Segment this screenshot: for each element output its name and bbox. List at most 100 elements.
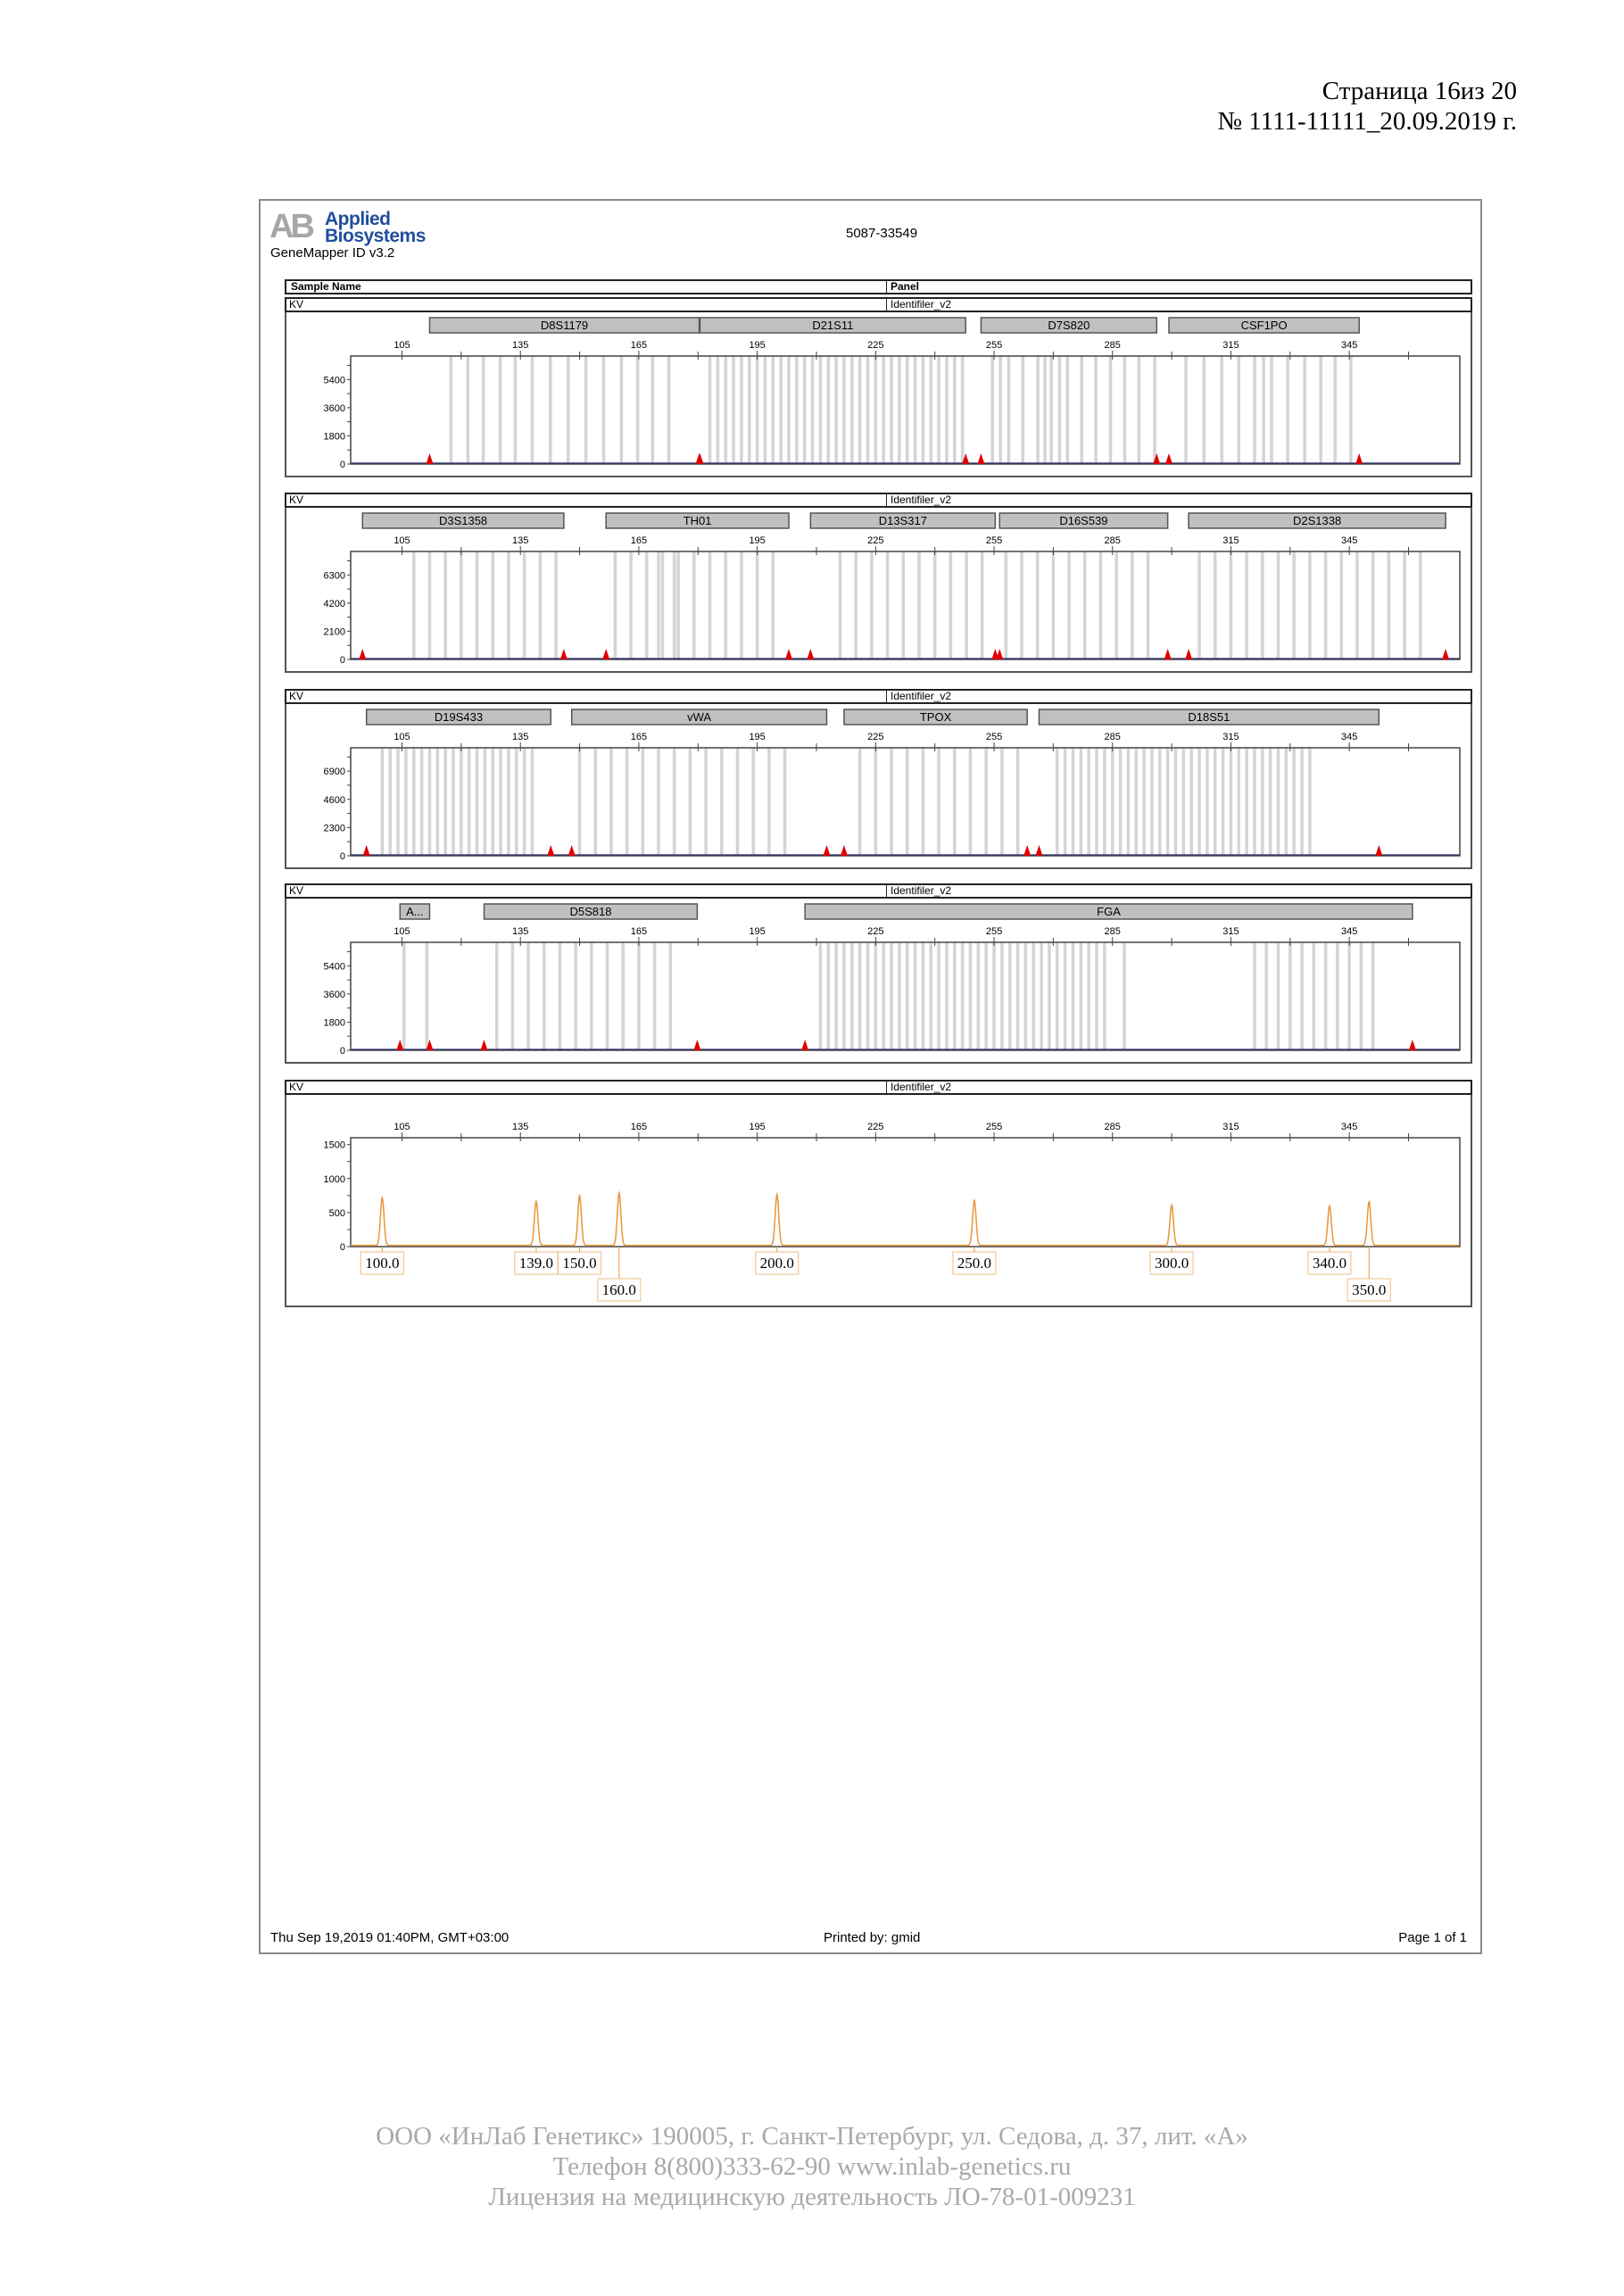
x-tick-label: 195	[749, 1122, 765, 1132]
x-tick-label: 195	[749, 926, 765, 937]
marker-label: vWA	[687, 710, 711, 724]
marker-d13s317-box[interactable]: D13S317	[809, 512, 997, 529]
panel-header: Panel	[886, 281, 919, 293]
marker-label: D2S1338	[1293, 514, 1341, 527]
sample-name: KV	[289, 298, 304, 311]
y-tick-label: 0	[340, 851, 345, 862]
x-tick-label: 105	[394, 1122, 410, 1132]
marker-d7s820-box[interactable]: D7S820	[980, 317, 1158, 334]
y-tick-label: 4200	[324, 599, 345, 609]
peak-label-box[interactable]	[1346, 1278, 1391, 1302]
x-tick-label: 255	[986, 535, 1002, 546]
marker-edge-flag	[696, 453, 704, 464]
marker-label: D21S11	[812, 319, 853, 332]
marker-d8s1179-box[interactable]: D8S1179	[428, 317, 700, 334]
x-tick-label: 315	[1222, 340, 1239, 351]
marker-tpox-box[interactable]: TPOX	[843, 709, 1028, 725]
x-tick-label: 135	[512, 926, 528, 937]
y-tick-label: 3600	[324, 990, 345, 1000]
peak-label-box[interactable]	[557, 1251, 602, 1275]
x-tick-label: 315	[1222, 535, 1239, 546]
panel-name: Identifiler_v2	[886, 885, 951, 897]
marker-edge-flag	[362, 845, 370, 856]
marker-fga-box[interactable]: FGA	[804, 903, 1413, 920]
marker-edge-flag	[977, 453, 985, 464]
x-tick-label: 105	[394, 732, 410, 742]
marker-edge-flag	[426, 1040, 434, 1050]
peak-size-label: 300.0	[1155, 1255, 1189, 1272]
marker-label: TPOX	[920, 710, 952, 724]
marker-label: D5S818	[569, 905, 611, 918]
x-tick-label: 285	[1105, 732, 1121, 742]
software-version: GeneMapper ID v3.2	[270, 245, 395, 261]
marker-d3s1358-box[interactable]: D3S1358	[361, 512, 565, 529]
sample-name: KV	[289, 493, 304, 506]
marker-edge-flag	[1355, 453, 1363, 464]
marker-d19s433-box[interactable]: D19S433	[365, 709, 552, 725]
marker-vwa-box[interactable]: vWA	[570, 709, 828, 725]
marker-d5s818-box[interactable]: D5S818	[483, 903, 699, 920]
x-tick-label: 225	[867, 1122, 883, 1132]
x-tick-label: 165	[631, 926, 647, 937]
panel-name: Identifiler_v2	[886, 691, 951, 702]
marker-edge-flag	[559, 649, 568, 659]
peak-label-box[interactable]	[597, 1278, 642, 1302]
marker-d21s11-box[interactable]: D21S11	[699, 317, 966, 334]
x-tick-label: 195	[749, 732, 765, 742]
marker-csf1po-box[interactable]: CSF1PO	[1168, 317, 1360, 334]
marker-th01-box[interactable]: TH01	[605, 512, 790, 529]
peak-label-box[interactable]	[1307, 1251, 1352, 1275]
peak-label-box[interactable]	[952, 1251, 997, 1275]
electropherogram-chart: D8S1179 D21S11 D7S820 CSF1PO 105 135 165 195 225…	[324, 317, 1461, 470]
y-tick-label: 0	[340, 1046, 345, 1057]
electropherogram-chart: 105 135 165 195 225 255 285 315 345 0 500 1000 1500 1…	[324, 1122, 1461, 1302]
marker-d18s51-box[interactable]: D18S51	[1038, 709, 1380, 725]
document-number: № 1111-11111_20.09.2019 г.	[1217, 107, 1517, 136]
peak-label-box[interactable]	[1149, 1251, 1194, 1275]
marker-edge-flag	[1164, 649, 1172, 659]
y-tick-label: 0	[340, 1242, 345, 1253]
peak-label-box[interactable]	[360, 1251, 404, 1275]
x-tick-label: 315	[1222, 1122, 1239, 1132]
marker-d16s539-box[interactable]: D16S539	[998, 512, 1169, 529]
x-tick-label: 225	[867, 732, 883, 742]
plot-area	[350, 941, 1461, 1051]
report-page-number: Page 1 of 1	[1398, 1930, 1467, 1945]
y-tick-label: 6300	[324, 570, 345, 581]
y-tick-label: 5400	[324, 961, 345, 972]
y-tick-label: 500	[329, 1208, 345, 1219]
peak-size-label: 250.0	[957, 1255, 991, 1272]
marker-label: D13S317	[879, 514, 927, 527]
marker-edge-flag	[1153, 453, 1161, 464]
peak-label-box[interactable]	[514, 1251, 559, 1275]
company-license: Лицензия на медицинскую деятельность ЛО-…	[488, 2183, 1136, 2211]
x-tick-label: 225	[867, 340, 883, 351]
marker-edge-flag	[396, 1040, 404, 1050]
report-frame	[259, 199, 1482, 1954]
marker-edge-flag	[801, 1040, 809, 1050]
marker-edge-flag	[480, 1040, 488, 1050]
x-tick-label: 255	[986, 1122, 1002, 1132]
electropherogram-panel	[285, 1095, 1472, 1307]
marker-label: D7S820	[1048, 319, 1090, 332]
marker-label: FGA	[1097, 905, 1121, 918]
marker-d2s1338-box[interactable]: D2S1338	[1188, 512, 1446, 529]
y-tick-label: 4600	[324, 795, 345, 806]
peak-label-box[interactable]	[755, 1251, 800, 1275]
x-tick-label: 315	[1222, 926, 1239, 937]
printed-by: Printed by: gmid	[824, 1930, 921, 1945]
electropherogram-chart: D3S1358 TH01 D13S317 D16S539 D2S1338 105 135 16…	[324, 512, 1461, 666]
x-tick-label: 345	[1341, 340, 1357, 351]
y-tick-label: 0	[340, 655, 345, 666]
peak-size-label: 160.0	[602, 1281, 636, 1298]
marker-label: D18S51	[1188, 710, 1230, 724]
marker-a-box[interactable]: A...	[399, 903, 431, 920]
peak-size-label: 200.0	[760, 1255, 794, 1272]
x-tick-label: 195	[749, 535, 765, 546]
column-header-row: Sample Name Panel	[285, 279, 1472, 294]
marker-edge-flag	[693, 1040, 701, 1050]
panel-name: Identifiler_v2	[886, 494, 951, 506]
marker-edge-flag	[1035, 845, 1043, 856]
x-tick-label: 345	[1341, 1122, 1357, 1132]
sample-row: KV Identifiler_v2	[285, 297, 1472, 312]
